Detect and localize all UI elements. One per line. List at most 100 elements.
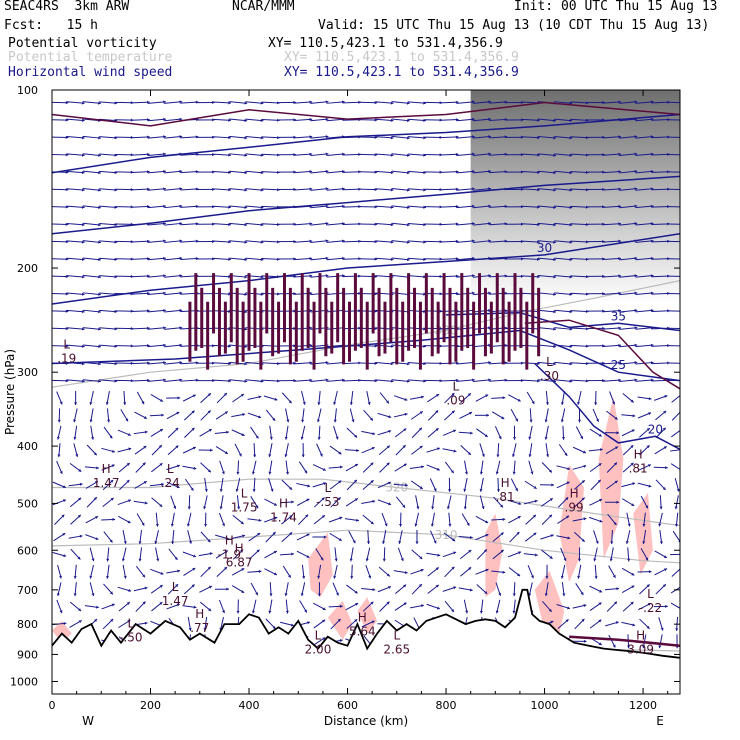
wind-vector-head [81, 275, 85, 279]
wind-vector [440, 188, 459, 191]
wind-vector-head [179, 187, 183, 191]
wind-vector-head [567, 536, 571, 540]
wind-vector-head [126, 462, 130, 466]
pv-extremum-value: 2.00 [305, 643, 332, 657]
wind-vector [82, 222, 101, 226]
wind-vector-head [65, 379, 69, 383]
wind-vector [521, 344, 540, 347]
wind-vector [570, 379, 589, 382]
wind-vector-head [228, 379, 231, 383]
wind-vector-head [551, 483, 555, 487]
wind-vector-head [236, 610, 240, 614]
wind-vector-head [155, 523, 159, 527]
wind-vector-head [228, 362, 231, 366]
wind-vector [489, 136, 508, 139]
wind-vector-head [650, 239, 654, 243]
wind-vector-head [646, 625, 650, 629]
wind-vector-head [421, 604, 424, 608]
wind-vector [391, 257, 410, 261]
wind-vector-head [244, 292, 248, 296]
wind-vector-head [618, 291, 622, 295]
wind-vector-head [430, 523, 434, 527]
wind-vector [619, 379, 638, 382]
wind-vector [554, 205, 573, 209]
wind-vector-head [73, 436, 77, 440]
wind-vector-head [650, 274, 654, 278]
wind-vector-head [370, 417, 373, 421]
wind-vector-head [244, 379, 248, 383]
pv-extremum-value: -1.9 [218, 547, 241, 561]
wind-vector-head [627, 558, 631, 562]
wind-vector [456, 170, 475, 174]
pv-extremum: H1.47 [93, 462, 120, 490]
wind-vector [472, 309, 492, 313]
pv-extremum-type: L [315, 629, 322, 643]
wind-vector-head [302, 576, 306, 579]
wind-vector [635, 170, 654, 174]
wind-vector [472, 135, 492, 139]
wind-vector-head [98, 292, 101, 296]
wind-vector [229, 222, 248, 226]
wind-vector-head [244, 223, 248, 227]
wind-vector [212, 257, 231, 260]
y-axis-label: Pressure (hPa) [3, 349, 17, 435]
wind-vector-head [502, 517, 506, 521]
wind-vector [131, 119, 150, 121]
wind-vector-head [143, 416, 147, 419]
wind-vector-head [466, 522, 470, 526]
wind-vector-head [163, 169, 166, 174]
wind-vector-head [335, 436, 339, 440]
wind-speed-contour-label: 30 [537, 241, 552, 255]
wind-vector [456, 101, 475, 104]
wind-vector-head [486, 413, 489, 417]
wind-vector-head [650, 361, 654, 365]
pv-extremum-type: H [279, 496, 288, 510]
pv-extremum: L2.65 [383, 629, 410, 657]
wind-vector [603, 223, 622, 226]
wind-vector-head [660, 627, 664, 631]
wind-vector-head [423, 310, 426, 314]
wind-vector [131, 362, 150, 365]
wind-vector [326, 153, 345, 156]
wind-vector-head [423, 362, 426, 366]
wind-vector-head [404, 412, 408, 416]
wind-vector-head [98, 327, 101, 331]
wind-vector [131, 223, 150, 226]
wind-vector-head [105, 402, 109, 405]
wind-vector-head [290, 623, 294, 627]
pv-extremum-value: -.22 [639, 601, 662, 615]
wind-vector-head [203, 628, 207, 631]
wind-vector-head [530, 471, 534, 475]
wind-vector [407, 240, 426, 243]
wind-vector-head [158, 445, 162, 449]
wind-vector [472, 205, 492, 209]
wind-vector-head [228, 327, 231, 331]
wind-vector [635, 101, 654, 104]
wind-vector-head [293, 222, 296, 226]
wind-vector-head [609, 558, 613, 562]
model-title: SEAC4RS 3km ARW [4, 0, 130, 14]
wind-vector-head [207, 566, 211, 570]
wind-speed-contour [52, 232, 680, 305]
wind-vector-head [577, 401, 581, 405]
wind-vector [472, 274, 492, 278]
pv-extremum-value: 1.47 [162, 594, 189, 608]
pv-extremum-type: L [172, 580, 179, 594]
wind-vector [407, 327, 426, 330]
wind-vector-head [260, 240, 264, 244]
wind-vector-head [154, 540, 158, 544]
wind-vector-head [293, 257, 296, 261]
wind-vector-head [597, 479, 601, 483]
wind-vector-head [414, 523, 418, 527]
wind-vector-head [659, 506, 663, 510]
wind-vector-head [516, 532, 520, 535]
wind-vector [456, 292, 475, 296]
wind-vector-head [564, 452, 568, 456]
wind-vector-head [228, 292, 231, 296]
wind-vector-head [577, 575, 581, 579]
wind-vector-head [244, 258, 248, 262]
wind-vector-head [569, 171, 573, 175]
wind-vector-head [683, 188, 686, 191]
wind-vector-head [354, 590, 358, 594]
wind-vector-head [567, 467, 571, 471]
